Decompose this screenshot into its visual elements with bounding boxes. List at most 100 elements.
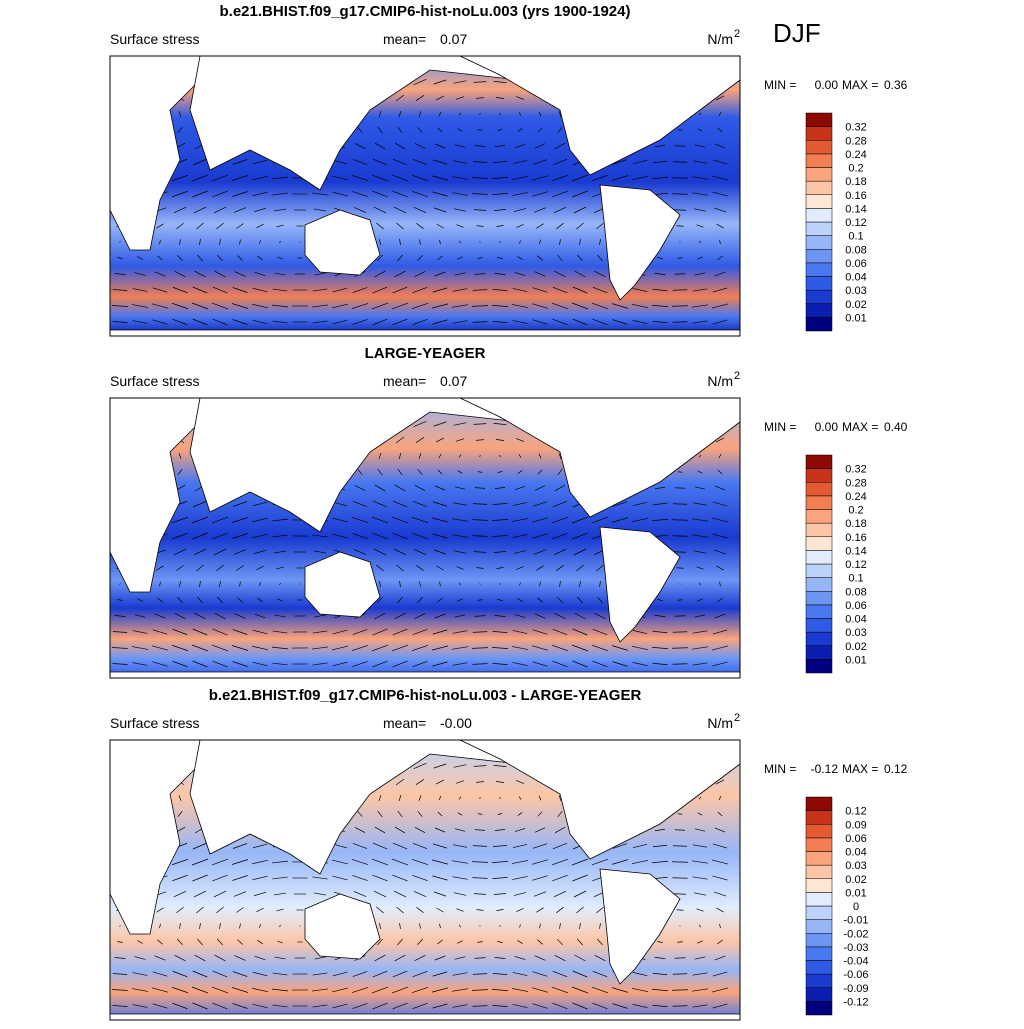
colorbar-label: 0.08 xyxy=(845,244,866,256)
colorbar-label: 0.32 xyxy=(845,464,866,476)
colorbar-label: 0.2 xyxy=(848,163,863,175)
field-label: Surface stress xyxy=(110,373,199,389)
mean-value: -0.00 xyxy=(440,715,472,731)
colorbar-box xyxy=(806,591,832,605)
colorbar-box xyxy=(806,619,832,633)
colorbar-box xyxy=(806,632,832,646)
colorbar-box xyxy=(806,865,832,879)
colorbar-box xyxy=(806,947,832,961)
units: N/m xyxy=(707,31,733,47)
colorbar-box xyxy=(806,892,832,906)
colorbar-label: 0.14 xyxy=(845,545,866,557)
min-label: MIN = xyxy=(764,78,796,92)
colorbar-box xyxy=(806,933,832,947)
colorbar-label: 0.1 xyxy=(848,231,863,243)
colorbar-box xyxy=(806,797,832,811)
max-label: MAX = xyxy=(842,762,878,776)
continent xyxy=(110,330,740,336)
colorbar-box xyxy=(806,317,832,331)
max-value: 0.40 xyxy=(884,420,908,434)
units-exponent: 2 xyxy=(734,712,740,724)
colorbar-box xyxy=(806,113,832,127)
colorbar-box xyxy=(806,277,832,291)
min-label: MIN = xyxy=(764,762,796,776)
colorbar-box xyxy=(806,824,832,838)
continent xyxy=(305,552,380,617)
colorbar-box xyxy=(806,127,832,141)
colorbar-box xyxy=(806,236,832,250)
colorbar-label: -0.09 xyxy=(843,983,868,995)
colorbar-box xyxy=(806,659,832,673)
colorbar-box xyxy=(806,195,832,209)
colorbar-label: 0.03 xyxy=(845,285,866,297)
colorbar-box xyxy=(806,811,832,825)
colorbar-label: -0.04 xyxy=(843,956,868,968)
mean-label: mean= xyxy=(383,373,426,389)
field-label: Surface stress xyxy=(110,715,199,731)
min-label: MIN = xyxy=(764,420,796,434)
max-label: MAX = xyxy=(842,420,878,434)
mean-value: 0.07 xyxy=(440,373,467,389)
colorbar-box xyxy=(806,154,832,168)
colorbar-label: 0.03 xyxy=(845,860,866,872)
colorbar-label: -0.06 xyxy=(843,969,868,981)
colorbar-box xyxy=(806,263,832,277)
continent xyxy=(305,210,380,275)
colorbar-box xyxy=(806,168,832,182)
colorbar-label: -0.03 xyxy=(843,942,868,954)
panel: b.e21.BHIST.f09_g17.CMIP6-hist-noLu.003 … xyxy=(110,3,908,336)
colorbar-box xyxy=(806,852,832,866)
colorbar-label: 0.02 xyxy=(845,874,866,886)
colorbar-label: 0.32 xyxy=(845,122,866,134)
season-label: DJF xyxy=(773,18,821,48)
min-value: 0.00 xyxy=(815,78,839,92)
colorbar-label: 0.12 xyxy=(845,806,866,818)
colorbar-box xyxy=(806,290,832,304)
units: N/m xyxy=(707,373,733,389)
colorbar-label: 0.01 xyxy=(845,887,866,899)
colorbar-label: 0.18 xyxy=(845,518,866,530)
mean-label: mean= xyxy=(383,715,426,731)
field-label: Surface stress xyxy=(110,31,199,47)
continent xyxy=(110,672,740,678)
colorbar-label: 0 xyxy=(853,901,859,913)
colorbar-label: 0.16 xyxy=(845,190,866,202)
colorbar-box xyxy=(806,646,832,660)
colorbar-label: 0.24 xyxy=(845,491,866,503)
max-label: MAX = xyxy=(842,78,878,92)
colorbar-label: 0.16 xyxy=(845,532,866,544)
panel-title: b.e21.BHIST.f09_g17.CMIP6-hist-noLu.003 … xyxy=(209,687,642,704)
colorbar-box xyxy=(806,605,832,619)
colorbar-label: -0.12 xyxy=(843,996,868,1008)
colorbar-label: -0.02 xyxy=(843,928,868,940)
colorbar-box xyxy=(806,564,832,578)
mean-value: 0.07 xyxy=(440,31,467,47)
colorbar-box xyxy=(806,578,832,592)
colorbar-box xyxy=(806,304,832,318)
colorbar-label: 0.2 xyxy=(848,505,863,517)
colorbar-box xyxy=(806,208,832,222)
colorbar-box xyxy=(806,222,832,236)
colorbar-box xyxy=(806,879,832,893)
colorbar-box xyxy=(806,838,832,852)
colorbar-label: 0.18 xyxy=(845,176,866,188)
colorbar-label: 0.12 xyxy=(845,217,866,229)
colorbar-box xyxy=(806,920,832,934)
colorbar-label: 0.28 xyxy=(845,135,866,147)
max-value: 0.36 xyxy=(884,78,908,92)
panel-title: b.e21.BHIST.f09_g17.CMIP6-hist-noLu.003 … xyxy=(220,3,631,20)
mean-label: mean= xyxy=(383,31,426,47)
colorbar-label: -0.01 xyxy=(843,915,868,927)
colorbar-label: 0.04 xyxy=(845,272,866,284)
colorbar-box xyxy=(806,988,832,1002)
units: N/m xyxy=(707,715,733,731)
colorbar-box xyxy=(806,140,832,154)
colorbar-box xyxy=(806,961,832,975)
colorbar-box xyxy=(806,550,832,564)
colorbar-box xyxy=(806,906,832,920)
colorbar-label: 0.01 xyxy=(845,654,866,666)
colorbar-box xyxy=(806,249,832,263)
colorbar-label: 0.06 xyxy=(845,258,866,270)
colorbar-label: 0.06 xyxy=(845,833,866,845)
